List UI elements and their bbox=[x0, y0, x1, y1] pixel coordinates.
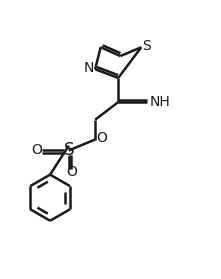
Text: O: O bbox=[31, 143, 42, 157]
Text: S: S bbox=[63, 141, 74, 160]
Text: O: O bbox=[96, 131, 107, 145]
Text: S: S bbox=[142, 39, 151, 52]
Text: O: O bbox=[66, 165, 77, 179]
Text: N: N bbox=[83, 61, 94, 75]
Text: NH: NH bbox=[150, 95, 171, 109]
